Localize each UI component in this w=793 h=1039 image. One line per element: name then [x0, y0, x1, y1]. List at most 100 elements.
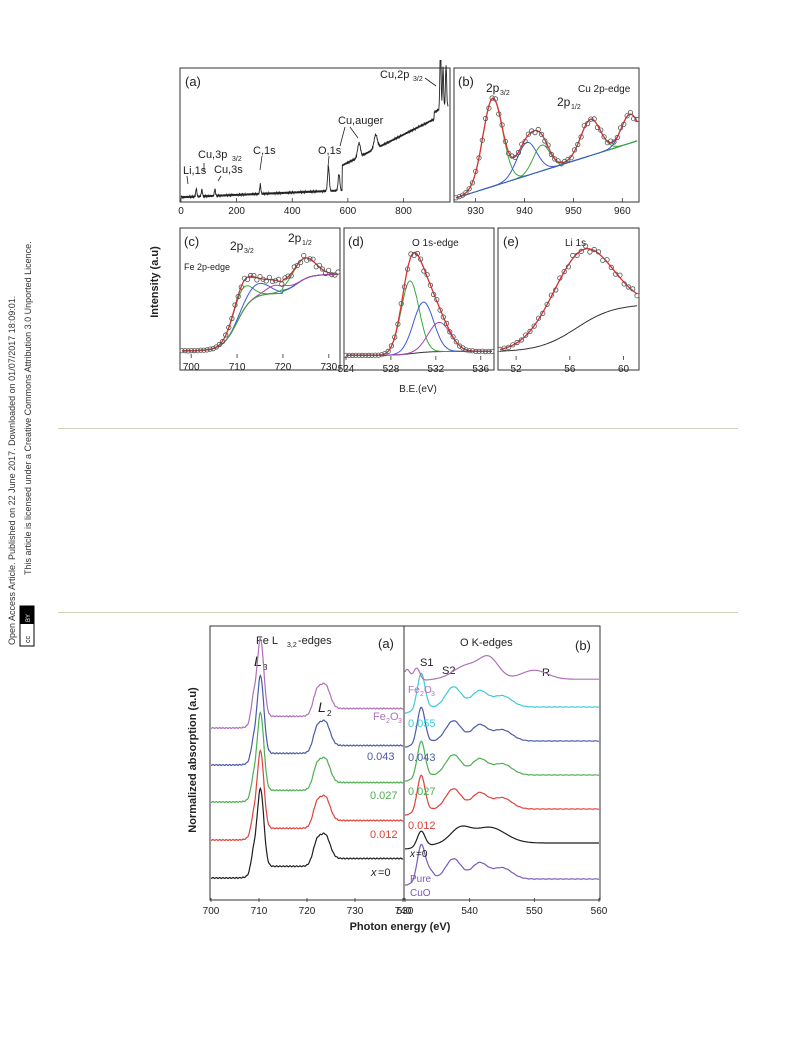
fit-b-data-point — [532, 130, 538, 136]
xas-ok-curve-2 — [404, 774, 600, 816]
fit-b-tick-label: 940 — [516, 206, 533, 217]
fit-c-data-point — [223, 332, 229, 338]
fit-c-data-point — [201, 347, 207, 353]
xas-b-label-fe2o3: Fe — [408, 685, 420, 696]
xas-ok-curve-5 — [404, 672, 600, 714]
xas-ok-curve-3 — [404, 740, 600, 782]
fit-b-data-point — [473, 168, 479, 174]
fit-d-data-point — [372, 352, 378, 358]
fit-e-data-point — [582, 243, 589, 249]
license-line-2: This article is licensed under a Creativ… — [23, 241, 33, 575]
panel-c-label-2p12-sub: 1/2 — [302, 240, 312, 247]
fit-b-data-point — [631, 116, 637, 122]
fit-b-data-point — [598, 127, 604, 133]
fit-b-data-point — [453, 195, 459, 201]
xas-b-label-0027: 0.027 — [408, 786, 436, 798]
fit-b-tick-label: 950 — [565, 206, 582, 217]
xps-xlabel: B.E.(eV) — [399, 384, 437, 395]
fit-d-tick-label: 536 — [472, 364, 489, 375]
fit-e-data-point — [621, 281, 627, 287]
fit-c-data-point — [251, 273, 257, 279]
fit-c-data-point — [198, 347, 204, 353]
fit-e-data-point — [604, 257, 610, 263]
panel-a-tick-label: 400 — [284, 206, 301, 217]
fit-b-data-point — [509, 153, 515, 159]
fit-b-data-point — [591, 116, 597, 122]
xas-b-label-pure: Pure — [410, 874, 432, 885]
fit-e-data-point — [608, 264, 614, 270]
fit-c-tick-label: 730 — [320, 362, 337, 373]
panel-e-tag: (e) — [503, 234, 519, 249]
figure-xas-svg: Normalized absorption (a.u) Photon energ… — [187, 625, 608, 933]
xps-ylabel: Intensity (a.u) — [149, 246, 161, 318]
fit-d-data-point — [482, 348, 489, 355]
panel-e-li1s: (e) Li 1s 52 56 60 — [497, 227, 640, 375]
panel-a-frame — [179, 67, 451, 203]
fit-d-data-point — [375, 352, 381, 358]
xas-b-label-fe2o3-o: O — [424, 685, 432, 696]
fit-d-data-point — [427, 282, 433, 288]
xas-b-label-x0: x — [409, 849, 416, 860]
panel-a-tick-label: 0 — [178, 206, 184, 217]
fit-e-data-point — [553, 287, 559, 293]
xas-a-label-fe2o3-sub3: 3 — [398, 718, 402, 725]
fit-c-data-point — [319, 266, 325, 272]
fit-e-data-point — [634, 293, 640, 299]
fit-d-data-point — [401, 284, 407, 290]
fit-c-data-point — [244, 276, 251, 282]
xas-a-tag: (a) — [378, 636, 394, 651]
fit-d-data-point — [414, 250, 420, 257]
fit-d-data-point — [395, 321, 401, 327]
xas-fe-curve-1 — [210, 748, 404, 842]
fit-b-data-point — [459, 192, 466, 198]
fit-b-component-4 — [455, 113, 638, 199]
fit-b-data-point — [525, 131, 531, 137]
fit-b-data-point — [621, 121, 627, 127]
fit-b-data-point — [608, 138, 614, 144]
panel-b-label-2p32-sub: 3/2 — [500, 90, 510, 97]
fit-d-data-point — [489, 348, 495, 354]
xas-b-peak-s2: S2 — [442, 665, 455, 677]
fit-b-data-point — [499, 122, 505, 128]
fit-c-data-point — [329, 272, 335, 278]
panel-b-ticks: 930 940 950 960 — [467, 198, 631, 217]
xas-a-label-0027: 0.027 — [370, 790, 398, 802]
license-sidebar-svg: Open Access Article. Published on 22 Jun… — [7, 241, 35, 647]
fit-b-data-point — [614, 134, 620, 141]
panel-d-tag: (d) — [348, 234, 364, 249]
fit-d-envelope — [346, 251, 492, 356]
xas-b-tick-label: 540 — [461, 906, 478, 917]
fit-c-data-point — [332, 272, 338, 278]
fit-b-data-point — [571, 147, 578, 153]
xas-b-label-0043: 0.043 — [408, 752, 436, 764]
xas-b-label-fe2o3-sub3: 3 — [431, 691, 435, 698]
fit-b-data-point — [506, 150, 512, 157]
fit-c-data-point — [226, 324, 232, 331]
fit-c-data-point — [304, 257, 310, 263]
xas-a-l2: L — [318, 699, 326, 715]
fit-b-data-point — [512, 154, 518, 161]
fit-c-data-point — [266, 274, 272, 280]
fit-e-data-point — [578, 248, 584, 254]
fit-b-data-point — [496, 111, 502, 117]
panel-a-tick-label: 800 — [395, 206, 412, 217]
fit-e-data-point — [617, 272, 623, 278]
fit-c-data-point — [301, 253, 307, 259]
fit-d-data-point — [353, 352, 359, 358]
fit-c-data-point — [254, 277, 260, 283]
fit-b-data-point — [466, 186, 472, 192]
fit-b-data-point — [594, 124, 601, 131]
xas-a-tick-label: 730 — [347, 906, 364, 917]
panel-c-fe2p: (c) Fe 2p-edge 2p 3/2 2p 1/2 700 710 720 73… — [179, 227, 341, 373]
xas-fe-curve-2 — [210, 710, 404, 804]
fit-c-baseline — [182, 274, 338, 352]
fit-b-data-point — [519, 141, 525, 147]
fit-d-data-point — [424, 272, 430, 278]
fit-c-data-point — [291, 264, 297, 270]
fit-d-data-point — [473, 348, 479, 354]
xas-ylabel: Normalized absorption (a.u) — [187, 687, 199, 833]
separator-rule-2 — [58, 612, 738, 613]
fit-d-data-point — [392, 334, 398, 340]
fit-e-data-point — [570, 252, 576, 259]
